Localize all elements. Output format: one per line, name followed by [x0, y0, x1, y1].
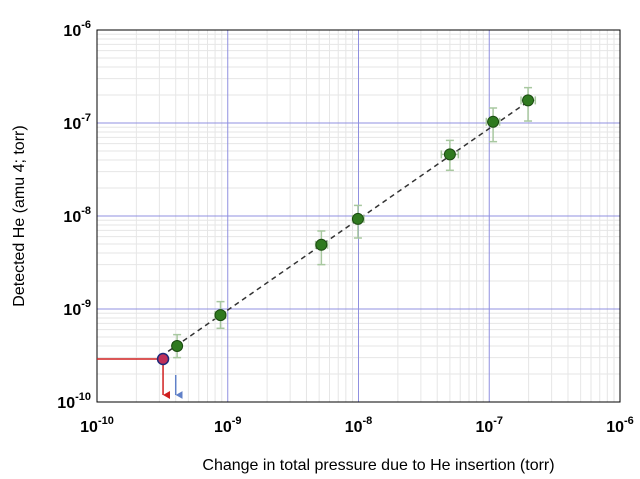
data-point [487, 115, 500, 128]
data-point [351, 212, 364, 225]
data-point [214, 309, 227, 322]
x-axis-title: Change in total pressure due to He inser… [202, 457, 554, 474]
x-tick-label: 10-8 [345, 415, 373, 436]
fit-line [167, 98, 532, 353]
x-tick-label: 10-6 [606, 415, 634, 436]
y-tick-labels: 10-10 10-9 10-8 10-7 10-6 [57, 19, 91, 412]
y-tick-label: 10-7 [63, 112, 91, 133]
data-point [171, 340, 184, 353]
data-point [315, 238, 328, 251]
x-tick-label: 10-9 [214, 415, 242, 436]
y-axis-title: Detected He (amu 4; torr) [11, 125, 28, 306]
x-tick-labels: 10-10 10-9 10-8 10-7 10-6 [80, 415, 634, 436]
x-tick-label: 10-7 [475, 415, 503, 436]
plot-frame [96, 29, 621, 403]
x-tick-label: 10-10 [80, 415, 114, 436]
data-point [522, 94, 535, 107]
y-tick-label: 10-10 [57, 391, 91, 412]
y-tick-label: 10-6 [63, 19, 91, 40]
data-point [443, 148, 456, 161]
y-tick-label: 10-8 [63, 205, 91, 226]
highlight-point [156, 352, 170, 366]
y-tick-label: 10-9 [63, 298, 91, 319]
data-points [156, 94, 535, 366]
fit-line-group [167, 98, 532, 353]
